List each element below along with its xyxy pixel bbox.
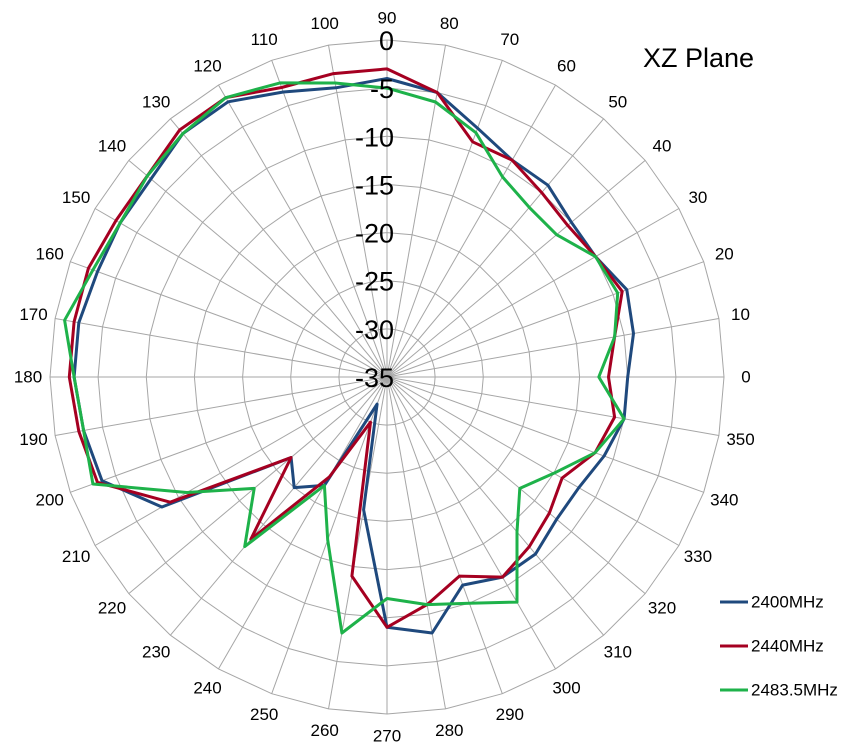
angle-tick-label: 90 <box>378 9 397 28</box>
grid-spoke <box>55 318 388 378</box>
grid-spoke <box>55 376 388 436</box>
grid-spoke <box>94 208 388 378</box>
grid-spoke <box>386 118 604 378</box>
grid-spoke <box>271 376 388 694</box>
angle-tick-label: 120 <box>193 57 221 76</box>
grid-spoke <box>386 318 719 378</box>
polar-grid <box>49 39 725 715</box>
angle-tick-label: 170 <box>19 305 47 324</box>
angle-tick-label: 280 <box>435 721 463 740</box>
grid-spoke <box>386 376 503 694</box>
radial-tick-label: -5 <box>370 74 394 104</box>
angle-tick-label: 140 <box>98 137 126 156</box>
angle-tick-label: 240 <box>193 678 221 697</box>
series-line <box>63 81 626 635</box>
grid-spoke <box>170 118 388 378</box>
angle-tick-label: 290 <box>496 705 524 724</box>
grid-spoke <box>386 376 446 709</box>
grid-spoke <box>218 84 388 378</box>
grid-spoke <box>271 60 388 378</box>
grid-spoke <box>170 376 388 636</box>
grid-spoke <box>386 376 646 594</box>
angle-tick-label: 350 <box>726 430 754 449</box>
grid-spoke <box>386 376 719 436</box>
legend-label: 2400MHz <box>751 593 824 612</box>
grid-spoke <box>328 45 388 378</box>
angle-tick-label: 50 <box>608 93 627 112</box>
angle-tick-label: 0 <box>741 368 750 387</box>
radial-tick-label: -35 <box>355 363 394 393</box>
radial-tick-label: -10 <box>355 122 394 152</box>
angle-tick-label: 30 <box>688 188 707 207</box>
angle-tick-label: 270 <box>373 727 401 746</box>
angle-tick-label: 210 <box>62 547 90 566</box>
angle-tick-label: 330 <box>684 547 712 566</box>
angle-tick-label: 300 <box>552 678 580 697</box>
angle-tick-label: 10 <box>731 305 750 324</box>
grid-spoke <box>386 376 680 546</box>
grid-spoke <box>386 45 446 378</box>
angle-tick-label: 260 <box>311 721 339 740</box>
angle-tick-label: 100 <box>311 14 339 33</box>
grid-spoke <box>328 376 388 709</box>
angle-tick-label: 80 <box>440 14 459 33</box>
grid-spoke <box>128 376 388 594</box>
radial-tick-label: -25 <box>355 267 394 297</box>
angle-tick-label: 320 <box>648 598 676 617</box>
legend-label: 2440MHz <box>751 637 824 656</box>
angle-tick-label: 110 <box>251 30 278 49</box>
angle-tick-label: 20 <box>715 245 734 264</box>
angle-tick-label: 160 <box>36 245 64 264</box>
angle-tick-label: 40 <box>653 137 672 156</box>
angle-tick-label: 150 <box>62 188 90 207</box>
angle-tick-label: 340 <box>710 490 738 509</box>
grid-spoke <box>386 160 646 378</box>
angle-tick-label: 130 <box>142 93 170 112</box>
grid-spoke <box>386 376 556 670</box>
grid-spoke <box>70 376 388 493</box>
chart-title: XZ Plane <box>643 43 754 73</box>
radial-tick-label: -30 <box>355 315 394 345</box>
angle-tick-label: 220 <box>98 598 126 617</box>
angle-tick-label: 60 <box>557 57 576 76</box>
grid-spoke <box>94 376 388 546</box>
grid-spoke <box>386 60 503 378</box>
radial-tick-label: -15 <box>355 170 394 200</box>
grid-spoke <box>386 376 604 636</box>
grid-spoke <box>386 376 704 493</box>
radial-tick-labels: 0 -5 -10 -15 -20 -25 -30 -35 <box>355 26 394 393</box>
angle-tick-label: 70 <box>500 30 519 49</box>
series-line <box>67 67 624 629</box>
angle-tick-labels: 0 10 20 30 40 50 60 70 80 90 100 110 120 130 140 150 160… <box>14 9 755 746</box>
legend: 2400MHz 2440MHz 2483.5MHz <box>720 593 838 700</box>
grid-spoke <box>70 261 388 378</box>
angle-tick-label: 180 <box>14 368 42 387</box>
grid-spoke <box>128 160 388 378</box>
radial-tick-label: -20 <box>355 219 394 249</box>
angle-tick-label: 230 <box>142 643 170 662</box>
angle-tick-label: 190 <box>19 430 47 449</box>
grid-spoke <box>386 261 704 378</box>
grid-spoke <box>386 84 556 378</box>
angle-tick-label: 310 <box>604 643 632 662</box>
grid-spoke <box>218 376 388 670</box>
series-lines <box>63 67 635 635</box>
grid-spoke <box>386 208 680 378</box>
angle-tick-label: 250 <box>250 705 278 724</box>
angle-tick-label: 200 <box>36 490 64 509</box>
legend-label: 2483.5MHz <box>751 681 838 700</box>
radial-tick-label: 0 <box>379 26 394 56</box>
